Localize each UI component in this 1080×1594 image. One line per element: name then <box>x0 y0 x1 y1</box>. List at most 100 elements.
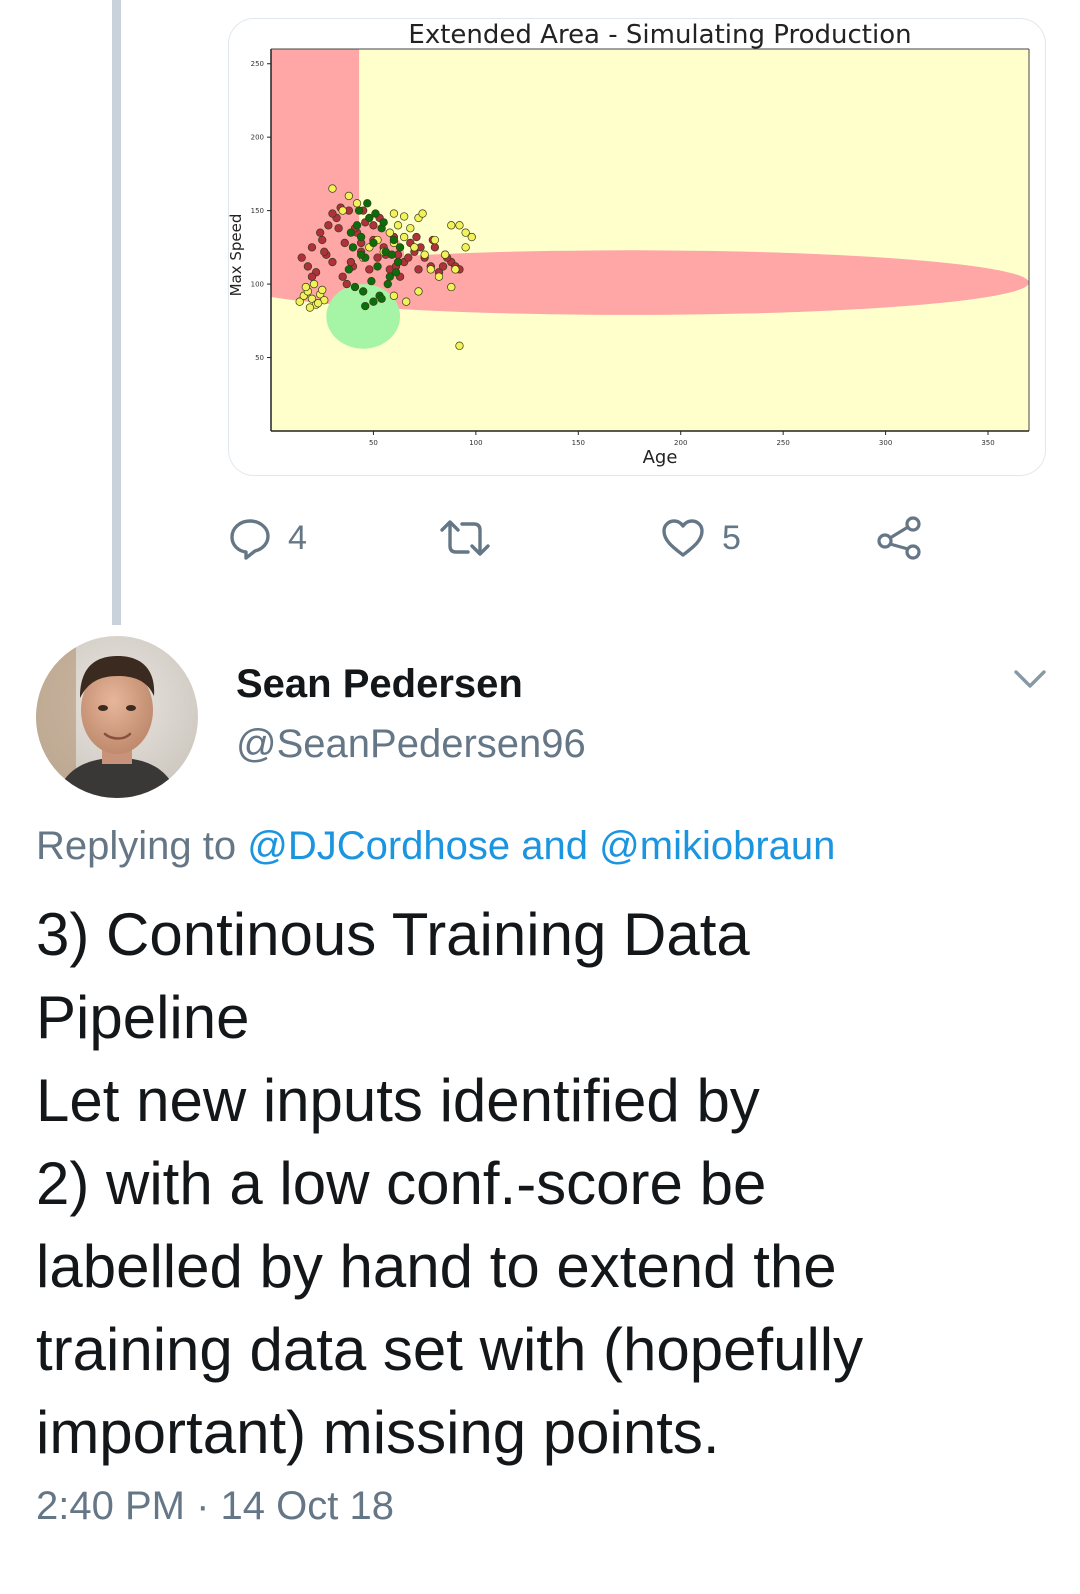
x-tick-label: 150 <box>572 439 585 447</box>
y-tick-label: 200 <box>251 134 264 142</box>
data-point-yellow <box>420 250 429 259</box>
data-point-green <box>344 265 353 274</box>
reply-icon <box>230 519 270 560</box>
tweet-text-line: important) missing points. <box>36 1399 720 1466</box>
data-point-green <box>356 250 366 259</box>
data-point-yellow <box>313 299 323 308</box>
data-point-red <box>338 272 347 281</box>
data-point-yellow <box>305 303 315 312</box>
data-point-green <box>350 282 360 292</box>
data-point-yellow <box>352 199 362 208</box>
data-point-yellow <box>344 191 353 201</box>
data-point-yellow <box>418 209 427 218</box>
avatar[interactable] <box>36 636 198 798</box>
y-axis-label: Max Speed <box>229 214 245 297</box>
data-point-red <box>307 243 317 252</box>
like-button[interactable]: 5 <box>660 510 741 566</box>
reply-button[interactable]: 4 <box>228 510 307 566</box>
mention-link[interactable]: @DJCordhose <box>247 824 511 868</box>
data-point-red <box>307 272 317 281</box>
data-point-yellow <box>414 287 423 296</box>
data-point-yellow <box>389 291 399 300</box>
author-handle[interactable]: @SeanPedersen96 <box>236 722 586 766</box>
x-axis-label: Age <box>643 447 678 468</box>
data-point-red <box>404 253 413 262</box>
mention-link[interactable]: @mikiobraun <box>599 824 836 868</box>
thread-line <box>112 0 121 625</box>
data-point-yellow <box>455 341 464 350</box>
y-tick-label: 50 <box>255 354 264 362</box>
tweet-text-line: Pipeline <box>36 984 250 1051</box>
like-count: 5 <box>722 518 741 557</box>
mention-joiner: and <box>510 824 600 868</box>
data-point-green <box>348 243 358 252</box>
data-point-yellow <box>338 206 347 215</box>
x-tick-label: 100 <box>469 439 482 447</box>
data-point-yellow <box>402 297 411 306</box>
tweet-media[interactable]: 50 100 150 200 250 300 350 50 100 150 200 250 Exten… <box>228 18 1046 476</box>
x-tick-label: 350 <box>981 439 994 447</box>
data-point-yellow <box>455 221 464 230</box>
x-tick-label: 200 <box>674 439 687 447</box>
y-tick-label: 150 <box>251 207 264 215</box>
data-point-green <box>395 243 405 252</box>
data-point-red <box>430 243 440 252</box>
data-point-red <box>316 228 325 237</box>
tweet-text-line: 2) with a low conf.-score be <box>36 1150 767 1217</box>
data-point-yellow <box>385 228 394 237</box>
scatter-chart: 50 100 150 200 250 300 350 50 100 150 200 250 Exten… <box>229 20 1030 468</box>
heart-icon <box>662 519 704 557</box>
y-tick-label: 250 <box>251 60 264 68</box>
data-point-red <box>303 262 313 271</box>
data-point-yellow <box>318 285 327 295</box>
data-point-red <box>340 238 349 248</box>
data-point-yellow <box>451 265 460 274</box>
profile-photo <box>36 636 198 798</box>
data-point-yellow <box>393 221 403 230</box>
replying-prefix: Replying to <box>36 824 248 868</box>
data-point-red <box>318 235 327 245</box>
data-point-green <box>359 287 368 296</box>
data-point-red <box>414 265 423 274</box>
data-point-yellow <box>447 282 456 292</box>
data-point-yellow <box>309 279 319 289</box>
data-point-green <box>379 218 388 227</box>
data-point-green <box>369 238 378 248</box>
data-point-green <box>373 262 382 271</box>
data-point-red <box>369 221 378 230</box>
data-point-red <box>346 257 356 267</box>
data-point-green <box>363 199 372 208</box>
data-point-yellow <box>389 209 399 218</box>
data-point-yellow <box>328 184 337 193</box>
data-point-red <box>412 232 421 242</box>
data-point-green <box>393 257 403 267</box>
x-tick-label: 250 <box>776 439 789 447</box>
chart-title: Extended Area - Simulating Production <box>408 20 911 50</box>
share-button[interactable] <box>876 510 924 566</box>
retweet-button[interactable] <box>438 510 492 566</box>
tweet-text-line: labelled by hand to extend the <box>36 1233 837 1300</box>
data-point-yellow <box>467 232 476 242</box>
author-name[interactable]: Sean Pedersen <box>236 662 523 706</box>
data-point-yellow <box>406 224 415 233</box>
data-point-yellow <box>434 272 444 281</box>
x-tick-label: 50 <box>369 439 378 447</box>
retweet-icon <box>440 520 490 556</box>
reply-count: 4 <box>288 518 307 557</box>
data-point-green <box>352 221 362 230</box>
data-point-green <box>346 228 356 237</box>
tweet-text-line: training data set with (hopefully <box>36 1316 864 1383</box>
data-point-green <box>356 232 366 242</box>
data-point-red <box>373 253 382 262</box>
data-point-red <box>324 221 333 230</box>
data-point-green <box>391 268 401 277</box>
tweet-text: 3) Continous Training Data Pipeline Let … <box>36 893 1056 1474</box>
chevron-down-icon[interactable] <box>1010 664 1050 694</box>
data-point-red <box>334 224 343 233</box>
data-point-green <box>371 209 380 218</box>
share-icon <box>877 516 921 560</box>
data-point-yellow <box>400 212 409 221</box>
tweet-actions: 4 5 <box>228 510 958 566</box>
data-point-yellow <box>461 243 470 252</box>
tweet-timestamp[interactable]: 2:40 PM · 14 Oct 18 <box>36 1484 394 1528</box>
